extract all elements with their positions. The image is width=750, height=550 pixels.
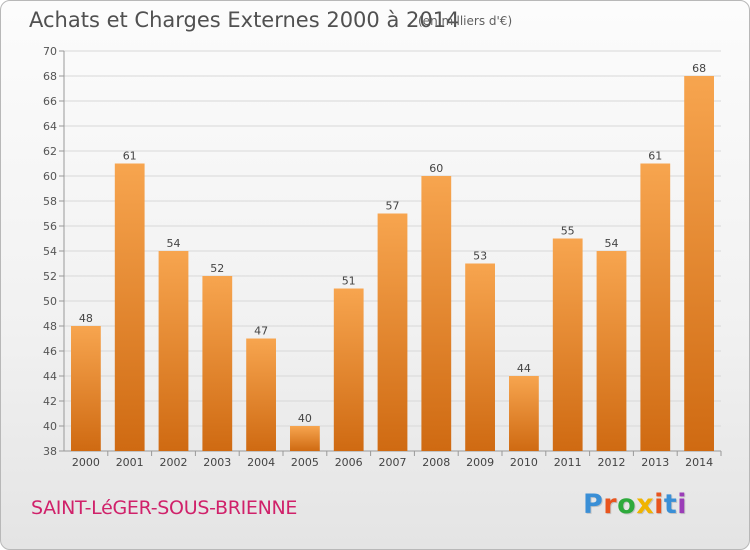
bar-2007 (377, 213, 408, 451)
data-label-2010: 44 (517, 362, 531, 375)
x-tick-label-2008: 2008 (422, 456, 450, 469)
logo-letter: P (583, 489, 604, 520)
y-tick-label-62: 62 (43, 145, 57, 158)
y-tick-label-46: 46 (43, 345, 57, 358)
y-tick-label-50: 50 (43, 295, 57, 308)
y-tick-label-44: 44 (43, 370, 57, 383)
x-tick-label-2001: 2001 (116, 456, 144, 469)
data-label-2007: 57 (386, 200, 400, 213)
x-tick-label-2004: 2004 (247, 456, 275, 469)
logo-letter: i (677, 489, 688, 520)
data-label-2006: 51 (342, 275, 356, 288)
bar-2012 (596, 251, 627, 451)
x-tick-label-2011: 2011 (554, 456, 582, 469)
bar-2005 (290, 426, 320, 451)
bars (71, 76, 714, 451)
x-tick-label-2000: 2000 (72, 456, 100, 469)
x-tick-label-2014: 2014 (685, 456, 713, 469)
data-label-2004: 47 (254, 325, 268, 338)
x-tick-label-2003: 2003 (203, 456, 231, 469)
logo-letter: x (636, 489, 655, 520)
data-label-2002: 54 (167, 237, 181, 250)
chart-title: Achats et Charges Externes 2000 à 2014 (29, 8, 460, 32)
x-tick-label-2010: 2010 (510, 456, 538, 469)
bar-2009 (465, 263, 495, 451)
bar-2004 (246, 338, 276, 451)
y-tick-label-38: 38 (43, 445, 57, 458)
x-tick-labels: 2000 2001 2002 2003 2004 2005 2006 2007 2008 2009… (72, 451, 722, 469)
chart-subtitle: (en milliers d'€) (418, 14, 513, 28)
bar-2006 (333, 288, 364, 451)
logo-letter: o (617, 489, 637, 520)
x-tick-label-2005: 2005 (291, 456, 319, 469)
x-tick-label-2013: 2013 (641, 456, 669, 469)
y-tick-label-56: 56 (43, 220, 57, 233)
data-label-2001: 61 (123, 150, 137, 163)
commune-name: SAINT-LéGER-SOUS-BRIENNE (31, 497, 298, 519)
y-tick-label-42: 42 (43, 395, 57, 408)
x-tick-label-2002: 2002 (160, 456, 188, 469)
y-tick-label-68: 68 (43, 70, 57, 83)
y-tick-label-64: 64 (43, 120, 57, 133)
data-label-2008: 60 (429, 162, 443, 175)
data-label-2005: 40 (298, 412, 312, 425)
x-tick-label-2009: 2009 (466, 456, 494, 469)
data-label-2003: 52 (210, 262, 224, 275)
data-labels: 48 61 54 52 47 40 51 57 60 53 44 55 54 61 68 (79, 62, 706, 425)
x-tick-label-2007: 2007 (379, 456, 407, 469)
data-label-2013: 61 (648, 150, 662, 163)
y-tick-label-70: 70 (43, 45, 57, 58)
bar-2000 (71, 326, 101, 451)
y-tick-label-48: 48 (43, 320, 57, 333)
logo-letter: t (663, 489, 678, 520)
bar-2011 (552, 238, 583, 451)
y-tick-labels: 38 40 42 44 46 48 50 52 54 56 58 60 62 64 66 68 70 (43, 45, 57, 458)
bar-2001 (114, 163, 145, 451)
logo-letter: i (654, 489, 664, 520)
y-tick-label-60: 60 (43, 170, 57, 183)
proxiti-logo[interactable]: Proxiti (583, 489, 687, 520)
bar-2014 (684, 76, 714, 451)
y-tick-label-58: 58 (43, 195, 57, 208)
data-label-2009: 53 (473, 250, 487, 263)
data-label-2011: 55 (561, 225, 575, 238)
bar-2002 (158, 251, 189, 451)
y-tick-label-54: 54 (43, 245, 57, 258)
x-tick-label-2012: 2012 (598, 456, 626, 469)
bar-2010 (509, 376, 539, 451)
bar-2008 (421, 176, 452, 451)
x-tick-label-2006: 2006 (335, 456, 363, 469)
y-tick-label-52: 52 (43, 270, 57, 283)
data-label-2000: 48 (79, 312, 93, 325)
y-tick-label-66: 66 (43, 95, 57, 108)
logo-letter: r (603, 489, 618, 520)
bar-2003 (202, 276, 233, 451)
data-label-2014: 68 (692, 62, 706, 75)
y-tick-label-40: 40 (43, 420, 57, 433)
bar-2013 (640, 163, 671, 451)
data-label-2012: 54 (605, 237, 619, 250)
